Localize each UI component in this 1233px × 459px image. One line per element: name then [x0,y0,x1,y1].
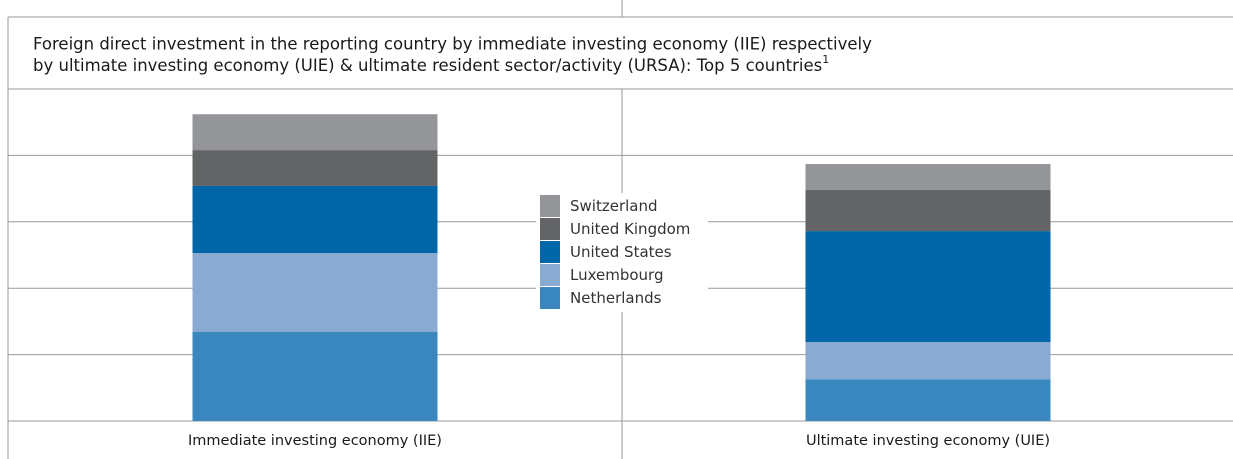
x-tick-label: Ultimate investing economy (UIE) [806,433,1050,449]
title-line: by ultimate investing economy (UIE) & ul… [33,56,822,75]
bar-segment [805,231,1051,342]
bar-segment [192,114,438,151]
legend-label: United States [570,243,672,261]
footnote-mark: 1 [822,53,829,66]
x-tick-label: Immediate investing economy (IIE) [188,433,442,449]
legend-swatch [540,287,560,309]
bar-segment [192,332,438,421]
legend-swatch [540,264,560,286]
bar-segment [805,189,1051,232]
legend-swatch [540,195,560,217]
legend-label: Luxembourg [570,266,664,284]
bar-segment [192,150,438,186]
bar-segment [805,164,1051,190]
bar-segment [805,379,1051,421]
chart-title: Foreign direct investment in the reporti… [33,35,872,54]
bar-segment [805,341,1051,380]
legend-swatch [540,218,560,240]
chart-title: by ultimate investing economy (UIE) & ul… [33,53,829,75]
bar-segment [192,253,438,333]
legend-swatch [540,241,560,263]
bar-segment [192,185,438,254]
legend-label: Switzerland [570,197,658,215]
legend-box [536,193,708,312]
legend-label: United Kingdom [570,220,690,238]
legend-label: Netherlands [570,289,662,307]
